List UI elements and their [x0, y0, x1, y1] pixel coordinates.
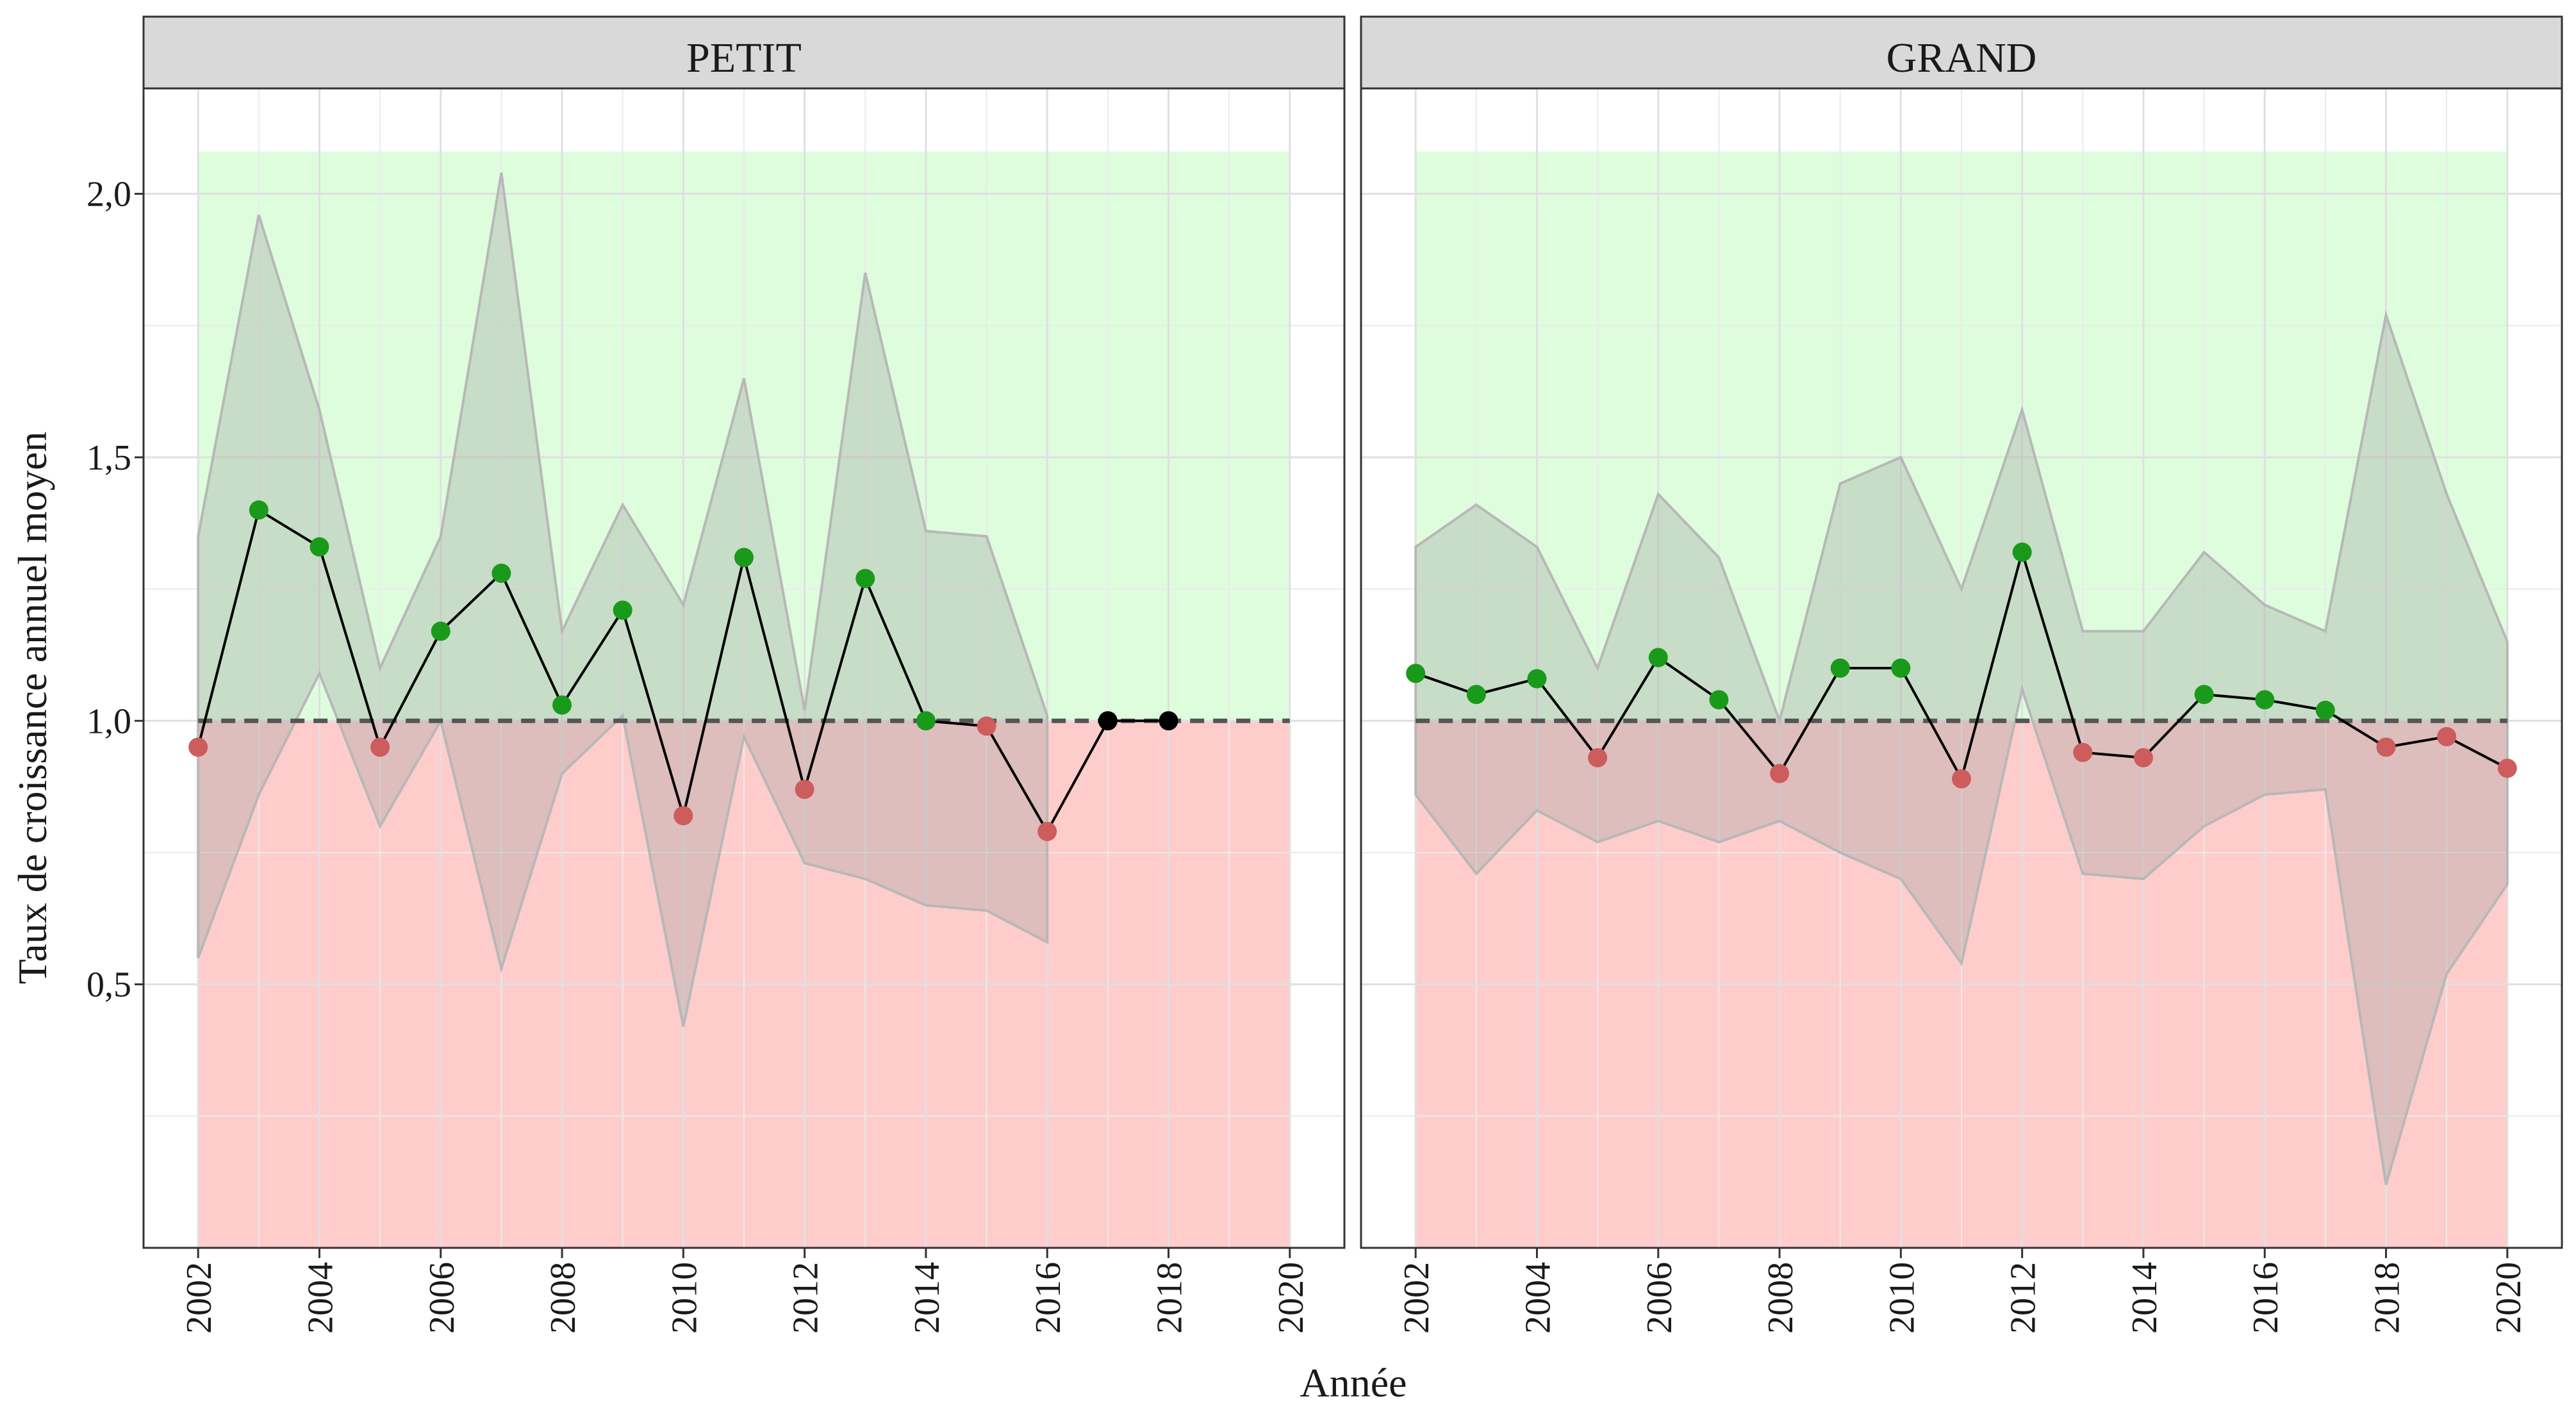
data-point-2017 — [2315, 700, 2335, 720]
data-point-2011 — [734, 548, 754, 568]
x-tick-label: 2008 — [1761, 1262, 1801, 1334]
data-point-2009 — [1830, 659, 1850, 678]
data-point-2005 — [370, 737, 390, 757]
y-tick-label: 1,5 — [87, 438, 131, 478]
data-point-2008 — [552, 695, 572, 715]
data-point-2007 — [491, 563, 511, 583]
x-tick-label: 2014 — [2125, 1262, 2165, 1334]
data-point-2004 — [1527, 669, 1547, 689]
strip-label: GRAND — [1887, 35, 2037, 81]
y-tick-label: 2,0 — [87, 175, 131, 215]
x-tick-label: 2002 — [1397, 1262, 1437, 1334]
x-tick-label: 2004 — [301, 1262, 340, 1334]
data-point-2010 — [673, 806, 693, 826]
data-point-2016 — [2255, 690, 2275, 710]
data-point-2008 — [1770, 764, 1790, 783]
data-point-2018 — [1159, 711, 1178, 731]
data-point-2016 — [1037, 822, 1057, 842]
data-point-2007 — [1709, 690, 1729, 710]
confidence-band — [1414, 309, 2509, 1185]
x-tick-label: 2016 — [2246, 1262, 2286, 1334]
data-point-2006 — [1648, 648, 1668, 667]
data-point-2014 — [916, 711, 936, 731]
data-point-2009 — [613, 600, 632, 620]
x-tick-label: 2020 — [2489, 1262, 2529, 1334]
x-tick-label: 2018 — [1150, 1262, 1190, 1334]
data-point-2013 — [855, 569, 875, 589]
x-tick-label: 2012 — [786, 1262, 826, 1334]
data-point-2012 — [2012, 543, 2032, 562]
data-point-2020 — [2497, 758, 2517, 778]
data-point-2011 — [1952, 769, 1971, 789]
data-point-2005 — [1588, 748, 1608, 767]
data-point-2003 — [249, 500, 268, 520]
data-point-2013 — [2073, 742, 2093, 762]
data-point-2002 — [188, 737, 208, 757]
x-tick-label: 2004 — [1518, 1262, 1558, 1334]
data-point-2018 — [2376, 737, 2396, 757]
x-tick-label: 2010 — [665, 1262, 704, 1334]
panel-grand: GRAND 2002 2004 2006 2008 2010 2012 2014 2016 201… — [1360, 15, 2563, 1334]
data-point-2006 — [431, 621, 450, 641]
x-tick-label: 2010 — [1882, 1262, 1922, 1334]
x-tick-label: 2008 — [543, 1262, 583, 1334]
strip-grand — [1360, 15, 2563, 90]
y-tick-label: 1,0 — [87, 701, 131, 741]
strip-label: PETIT — [686, 35, 802, 81]
data-point-2010 — [1891, 659, 1911, 678]
data-point-2019 — [2437, 726, 2457, 746]
x-axis-title: Année — [1300, 1360, 1407, 1405]
x-tick-label: 2006 — [422, 1262, 462, 1334]
data-point-2015 — [977, 716, 996, 736]
data-point-2015 — [2194, 685, 2214, 705]
data-point-2017 — [1098, 711, 1118, 731]
data-point-2003 — [1466, 685, 1486, 705]
y-tick-label: 0,5 — [87, 965, 131, 1005]
x-tick-label: 2020 — [1271, 1262, 1311, 1334]
data-point-2002 — [1406, 664, 1426, 684]
panel-petit: PETIT 2002 2004 2006 2008 2010 2012 2014 2016 201… — [142, 15, 1346, 1334]
strip-petit — [142, 15, 1346, 90]
y-axis: 0,5 1,0 1,5 2,0 — [87, 175, 144, 1005]
x-tick-label: 2002 — [179, 1262, 219, 1334]
x-tick-label: 2006 — [1640, 1262, 1680, 1334]
data-point-2014 — [2133, 748, 2153, 767]
data-point-2004 — [310, 537, 329, 557]
x-tick-label: 2018 — [2368, 1262, 2407, 1334]
y-axis-title: Taux de croissance annuel moyen — [10, 432, 55, 985]
x-tick-label: 2012 — [2004, 1262, 2043, 1334]
x-tick-label: 2016 — [1028, 1262, 1068, 1334]
data-point-2012 — [795, 780, 814, 799]
x-tick-label: 2014 — [907, 1262, 947, 1334]
